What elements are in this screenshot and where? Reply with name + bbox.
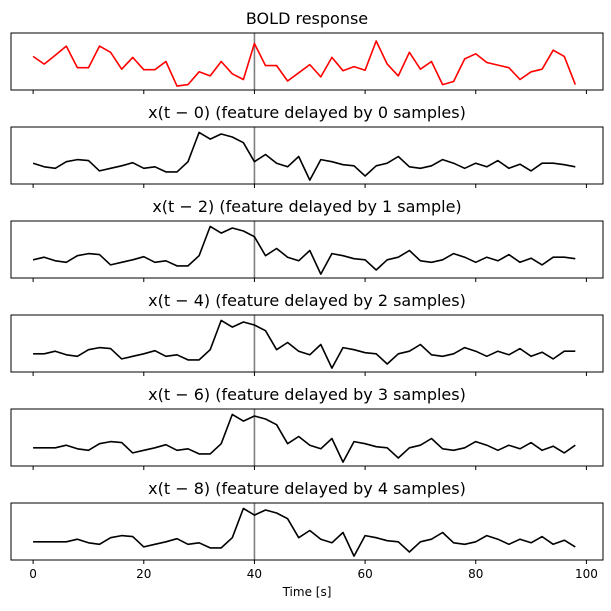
axes-frame xyxy=(10,314,604,373)
subplot-title: x(t − 4) (feature delayed by 2 samples) xyxy=(148,291,466,310)
x-tick-label: 40 xyxy=(247,567,262,581)
subplot-3: x(t − 4) (feature delayed by 2 samples) xyxy=(10,291,604,376)
bold-response-line xyxy=(32,40,577,87)
subplot-0: BOLD response xyxy=(10,9,604,94)
axes-frame xyxy=(10,126,604,185)
x-tick-label: 60 xyxy=(357,567,372,581)
subplot-title: BOLD response xyxy=(246,9,368,28)
subplot-title: x(t − 0) (feature delayed by 0 samples) xyxy=(148,103,466,122)
axes-frame xyxy=(10,502,604,561)
subplot-2: x(t − 2) (feature delayed by 1 sample) xyxy=(10,197,604,282)
subplot-5: x(t − 8) (feature delayed by 4 samples) 0… xyxy=(10,479,604,581)
axes-frame xyxy=(10,220,604,279)
axes-frame xyxy=(10,408,604,467)
x-axis-label: Time [s] xyxy=(282,585,332,599)
feature-line-1 xyxy=(32,131,576,181)
subplot-1: x(t − 0) (feature delayed by 0 samples) xyxy=(10,103,604,188)
subplot-4: x(t − 6) (feature delayed by 3 samples) xyxy=(10,385,604,470)
feature-line-4 xyxy=(33,413,576,463)
feature-line-5 xyxy=(33,507,576,557)
feature-line-3 xyxy=(33,319,576,369)
x-tick-label: 0 xyxy=(29,567,37,581)
axes-frame xyxy=(10,32,604,91)
feature-line-2 xyxy=(32,225,576,275)
x-tick-label: 80 xyxy=(468,567,483,581)
x-tick-label: 100 xyxy=(575,567,598,581)
subplot-title: x(t − 8) (feature delayed by 4 samples) xyxy=(148,479,466,498)
x-tick-label: 20 xyxy=(136,567,151,581)
subplot-title: x(t − 6) (feature delayed by 3 samples) xyxy=(148,385,466,404)
subplot-title: x(t − 2) (feature delayed by 1 sample) xyxy=(152,197,461,216)
